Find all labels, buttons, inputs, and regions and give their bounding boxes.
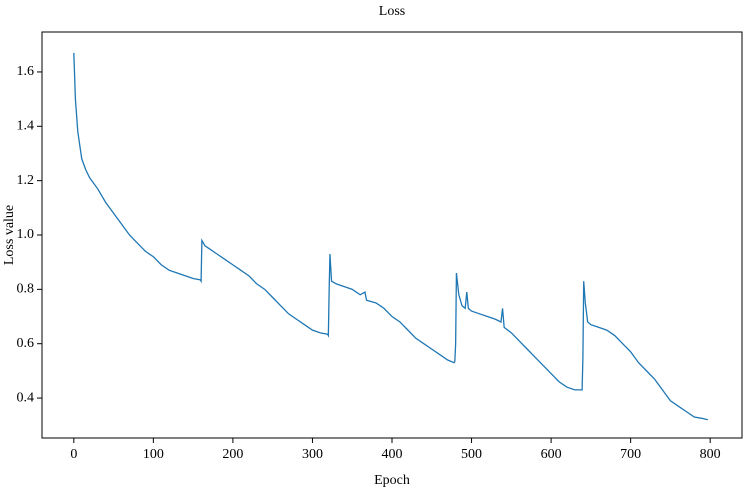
loss-line bbox=[73, 52, 708, 421]
x-tick-label: 0 bbox=[70, 447, 77, 462]
y-axis-label: Loss value bbox=[2, 205, 17, 265]
y-tick-label: 1.2 bbox=[17, 173, 35, 188]
x-tick-label: 100 bbox=[143, 447, 164, 462]
x-tick-label: 300 bbox=[302, 447, 323, 462]
y-tick-label: 1.6 bbox=[17, 64, 35, 79]
x-tick-label: 400 bbox=[382, 447, 403, 462]
x-tick-label: 500 bbox=[461, 447, 482, 462]
y-tick-label: 0.6 bbox=[17, 336, 35, 351]
y-tick-label: 0.4 bbox=[17, 390, 35, 405]
x-axis-label: Epoch bbox=[374, 473, 410, 488]
y-tick-label: 0.8 bbox=[17, 282, 35, 297]
x-tick-label: 700 bbox=[620, 447, 641, 462]
plot-frame bbox=[41, 31, 743, 439]
x-tick-label: 800 bbox=[700, 447, 721, 462]
chart-title: Loss bbox=[379, 4, 405, 19]
x-tick-label: 600 bbox=[541, 447, 562, 462]
y-tick-label: 1.4 bbox=[17, 119, 35, 134]
x-tick-label: 200 bbox=[222, 447, 243, 462]
y-tick-label: 1.0 bbox=[17, 227, 35, 242]
